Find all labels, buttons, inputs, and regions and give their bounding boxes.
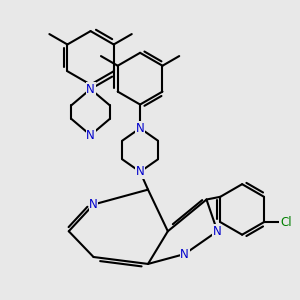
Text: N: N	[86, 82, 95, 96]
Text: N: N	[136, 122, 145, 135]
Text: N: N	[213, 225, 222, 238]
Text: N: N	[89, 198, 98, 211]
Text: N: N	[180, 248, 189, 260]
Text: N: N	[86, 129, 95, 142]
Text: Cl: Cl	[280, 216, 292, 229]
Text: N: N	[136, 165, 145, 178]
